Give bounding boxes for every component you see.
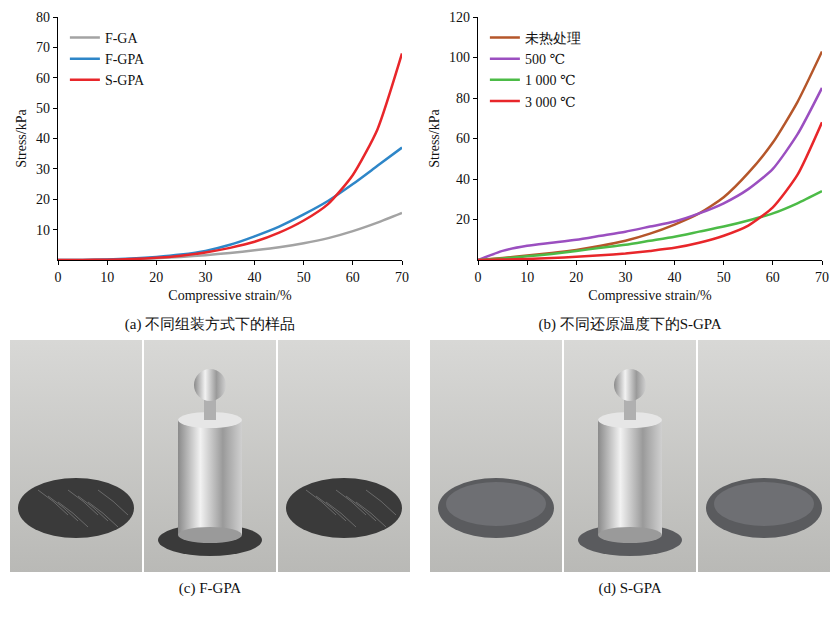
html-text:(d) S-GPA: (d) S-GPA [598, 580, 662, 596]
svg-text:120: 120 [449, 10, 470, 25]
svg-text:40: 40 [248, 270, 262, 285]
svg-text:100: 100 [449, 50, 470, 65]
svg-text:20: 20 [36, 192, 50, 207]
svg-text:60: 60 [766, 270, 780, 285]
svg-text:50: 50 [36, 101, 50, 116]
svg-text:40: 40 [36, 131, 50, 146]
svg-text:70: 70 [815, 270, 829, 285]
svg-text:50: 50 [717, 270, 731, 285]
svg-text:60: 60 [346, 270, 360, 285]
svg-text:30: 30 [618, 270, 632, 285]
svg-text:未热处理: 未热处理 [525, 31, 581, 46]
svg-text:70: 70 [36, 40, 50, 55]
svg-text:60: 60 [456, 131, 470, 146]
html-text:(c) F-GPA: (c) F-GPA [178, 580, 242, 596]
svg-text:20: 20 [456, 212, 470, 227]
svg-text:70: 70 [395, 270, 409, 285]
svg-text:20: 20 [569, 270, 583, 285]
svg-text:40: 40 [668, 270, 682, 285]
svg-text:500 ℃: 500 ℃ [525, 52, 565, 67]
svg-text:S-GPA: S-GPA [105, 73, 145, 88]
svg-text:3 000 ℃: 3 000 ℃ [525, 95, 576, 110]
svg-text:0: 0 [55, 270, 62, 285]
svg-text:F-GPA: F-GPA [105, 52, 145, 67]
svg-text:30: 30 [198, 270, 212, 285]
svg-text:Stress/kPa: Stress/kPa [14, 109, 29, 168]
svg-text:80: 80 [36, 10, 50, 25]
svg-text:Compressive strain/%: Compressive strain/% [588, 288, 712, 303]
svg-text:10: 10 [520, 270, 534, 285]
svg-text:Stress/kPa: Stress/kPa [427, 109, 442, 168]
svg-text:50: 50 [297, 270, 311, 285]
svg-text:1 000 ℃: 1 000 ℃ [525, 73, 576, 88]
html-text:(a) 不同组装方式下的样品: (a) 不同组装方式下的样品 [124, 316, 296, 332]
svg-text:30: 30 [36, 162, 50, 177]
svg-text:60: 60 [36, 71, 50, 86]
svg-text:80: 80 [456, 91, 470, 106]
svg-text:40: 40 [456, 172, 470, 187]
html-text:(b) 不同还原温度下的S-GPA: (b) 不同还原温度下的S-GPA [538, 316, 722, 332]
svg-text:20: 20 [149, 270, 163, 285]
svg-text:Compressive strain/%: Compressive strain/% [168, 288, 292, 303]
svg-text:F-GA: F-GA [105, 31, 139, 46]
svg-text:10: 10 [36, 223, 50, 238]
svg-text:10: 10 [100, 270, 114, 285]
svg-text:0: 0 [475, 270, 482, 285]
